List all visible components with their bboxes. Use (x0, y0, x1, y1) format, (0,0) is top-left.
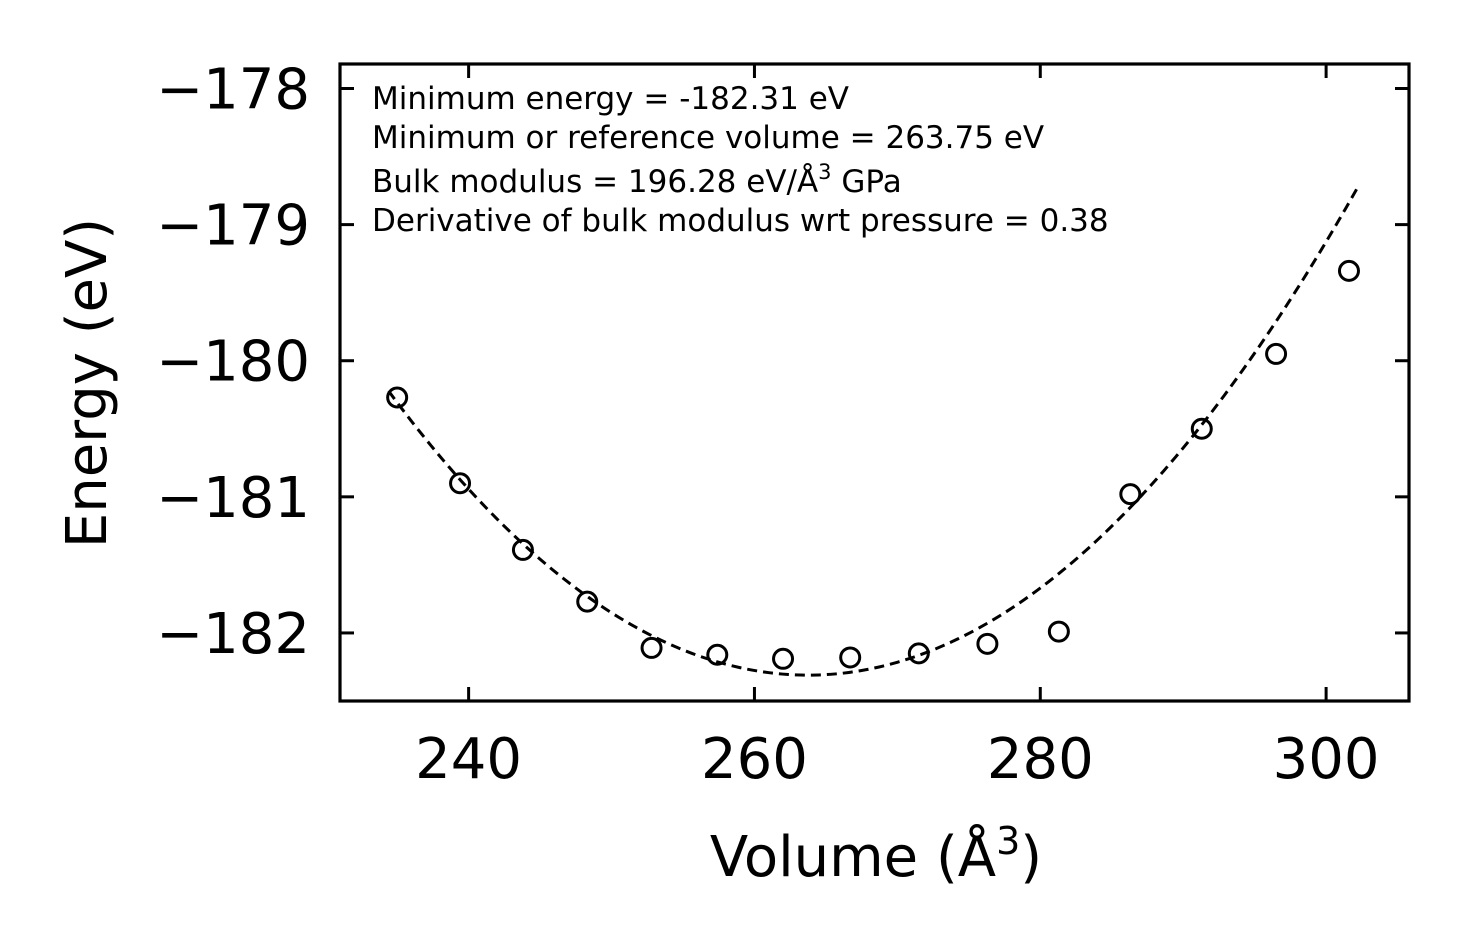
y-tick-label: −182 (156, 602, 310, 667)
annotation-min-energy: Minimum energy = -182.31 eV (372, 81, 849, 117)
x-axis-label-text: Volume (Å (710, 824, 996, 890)
plot-frame (338, 62, 1411, 703)
data-point (772, 647, 795, 670)
x-axis-label: Volume (Å3) (710, 819, 1042, 890)
axis-ticks-layer (340, 64, 1409, 701)
x-tick-label: 280 (987, 727, 1094, 792)
data-point (976, 632, 999, 655)
annotation-min-volume: Minimum or reference volume = 263.75 eV (372, 120, 1044, 156)
y-tick-label: −181 (156, 466, 310, 531)
annotation-block: Minimum energy = -182.31 eV Minimum or r… (372, 81, 1109, 239)
annotation-bulk-modulus: Bulk modulus = 196.28 eV/Å3 GPa (372, 160, 902, 200)
y-tick-label: −180 (156, 330, 310, 395)
annotation-bulk-derivative: Derivative of bulk modulus wrt pressure … (372, 203, 1109, 239)
data-point (1190, 417, 1213, 440)
fit-curve-layer (387, 186, 1359, 677)
data-point (1265, 342, 1288, 365)
x-axis-label-close: ) (1020, 825, 1042, 890)
y-tick-label: −179 (156, 194, 310, 259)
y-tick-label: −178 (156, 58, 310, 123)
data-point (386, 386, 409, 409)
annotation-bulk-modulus-sup: 3 (818, 160, 831, 184)
data-point (907, 642, 930, 665)
y-axis-label: Energy (eV) (55, 218, 120, 548)
x-axis-label-sup: 3 (996, 819, 1020, 863)
tick-labels-layer: 240 260 280 300 −182 −181 −180 −179 −178 (156, 58, 1379, 793)
data-point (1337, 259, 1360, 282)
x-tick-label: 260 (701, 727, 808, 792)
fit-curve (387, 186, 1359, 677)
data-point (576, 590, 599, 613)
x-tick-label: 240 (415, 727, 522, 792)
x-tick-label: 300 (1273, 727, 1380, 792)
data-points-layer (386, 259, 1360, 670)
annotation-bulk-modulus-text: Bulk modulus = 196.28 eV/Å (372, 164, 818, 200)
data-point (511, 538, 534, 561)
data-point (449, 472, 472, 495)
data-point (1119, 483, 1142, 506)
data-point (640, 636, 663, 659)
data-point (839, 646, 862, 669)
data-point (706, 643, 729, 666)
annotation-bulk-modulus-unit: GPa (832, 164, 902, 200)
data-point (1047, 620, 1070, 643)
